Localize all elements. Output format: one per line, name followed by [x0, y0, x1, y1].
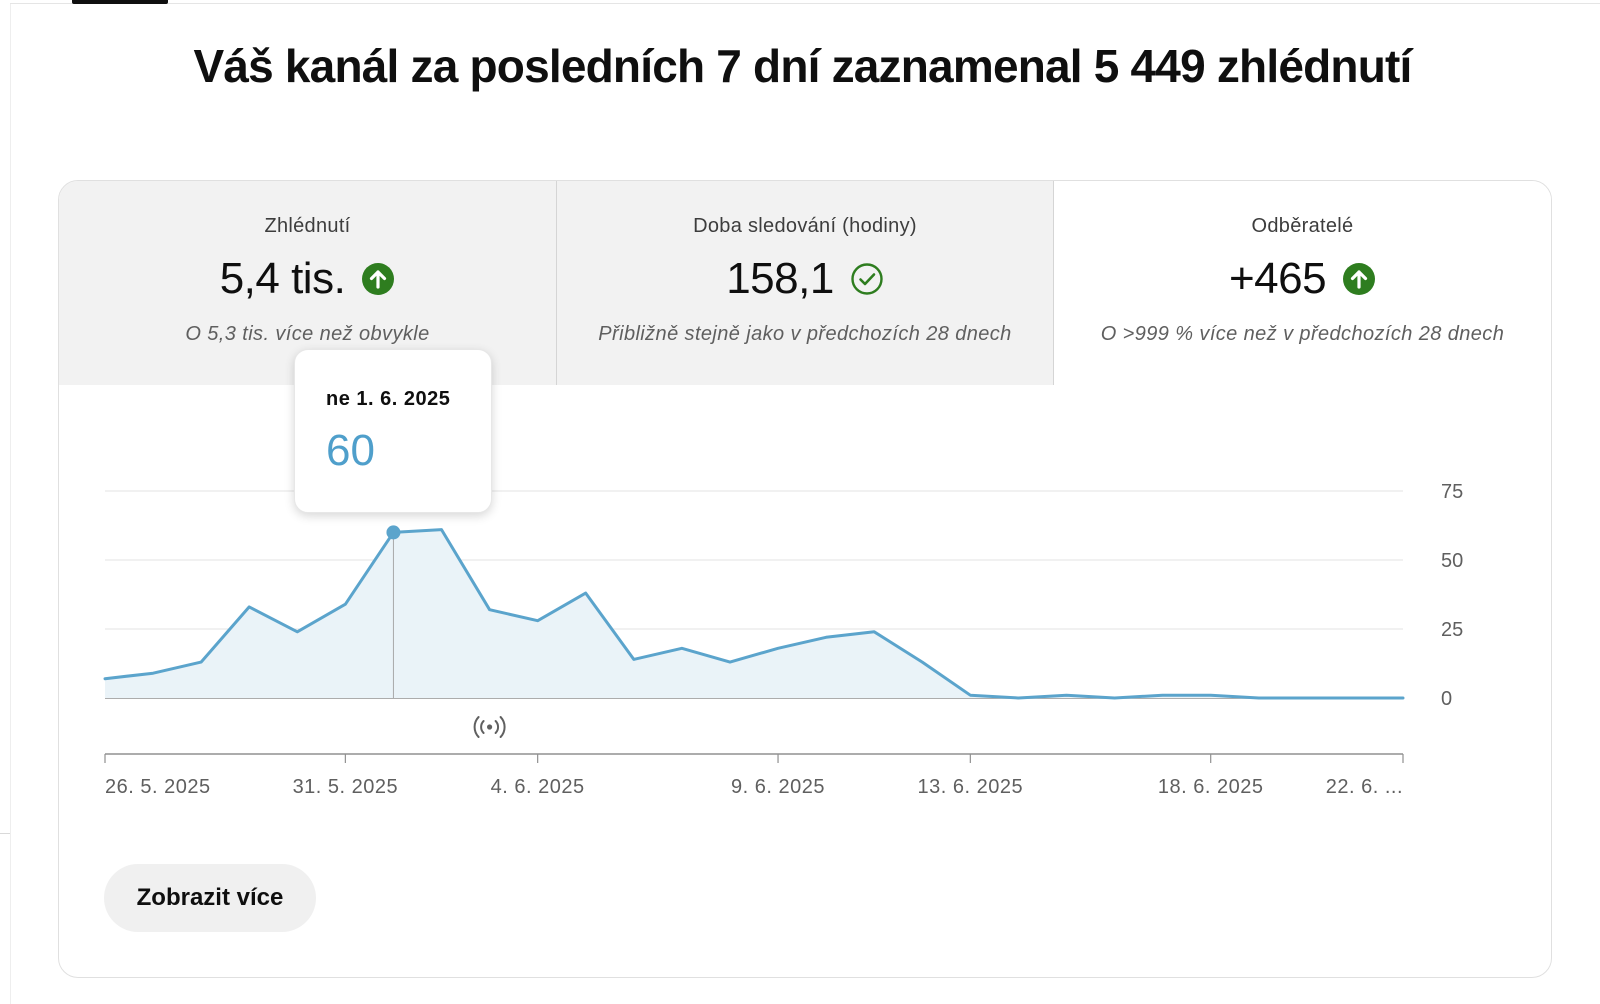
show-more-button[interactable]: Zobrazit více	[104, 864, 316, 932]
metric-label: Odběratelé	[1251, 215, 1354, 237]
top-divider	[10, 3, 1600, 4]
y-tick-label: 25	[1441, 619, 1463, 641]
metric-value: +465	[1228, 254, 1327, 303]
chart-tooltip: ne 1. 6. 2025 60	[294, 349, 492, 513]
x-tick-label: 31. 5. 2025	[293, 776, 399, 798]
metrics-row: Zhlédnutí 5,4 tis. O 5,3 tis. více než o…	[59, 181, 1551, 385]
series-area	[105, 529, 1403, 698]
metric-label: Zhlédnutí	[264, 215, 351, 237]
metric-note: O 5,3 tis. více než obvykle	[185, 323, 430, 345]
y-tick-label: 50	[1441, 550, 1463, 572]
x-tick-label: 9. 6. 2025	[731, 776, 825, 798]
left-divider	[10, 4, 11, 1004]
metric-value: 158,1	[726, 254, 834, 303]
channel-summary-headline: Váš kanál za posledních 7 dní zaznamenal…	[193, 40, 1412, 92]
x-tick-label: 4. 6. 2025	[491, 776, 585, 798]
highlighted-point	[386, 525, 401, 540]
y-tick-label: 75	[1441, 481, 1463, 503]
x-tick-label: 18. 6. 2025	[1158, 776, 1264, 798]
tooltip-value: 60	[326, 426, 375, 475]
channel-summary-card: Zhlédnutí 5,4 tis. O 5,3 tis. více než o…	[58, 180, 1552, 978]
series-line	[103, 528, 1405, 700]
metric-note: O >999 % více než v předchozích 28 dnech	[1100, 323, 1505, 345]
up-arrow-icon	[1343, 263, 1376, 295]
metric-tab-watch-time[interactable]: Doba sledování (hodiny) 158,1 Přibližně …	[556, 181, 1054, 385]
check-circle-icon	[851, 263, 883, 295]
x-tick-label: 22. 6. ...	[1326, 776, 1403, 798]
x-tick-label: 13. 6. 2025	[918, 776, 1024, 798]
up-arrow-icon	[362, 263, 395, 295]
x-tick-label: 26. 5. 2025	[105, 776, 211, 798]
live-broadcast-icon	[473, 716, 506, 738]
metric-value: 5,4 tis.	[219, 254, 346, 303]
tooltip-date: ne 1. 6. 2025	[326, 388, 451, 410]
y-tick-label: 0	[1441, 688, 1452, 710]
metric-note: Přibližně stejně jako v předchozích 28 d…	[598, 323, 1012, 345]
views-chart[interactable]: 0 25 50 75 26. 5. 2025 31. 5. 2025 4. 6. 2025 9…	[59, 181, 1551, 977]
left-divider-tick	[0, 833, 10, 834]
metric-label: Doba sledování (hodiny)	[693, 215, 917, 237]
metric-tab-subscribers[interactable]: Odběratelé +465 O >999 % více než v před…	[1054, 181, 1551, 385]
active-tab-indicator	[72, 0, 168, 4]
